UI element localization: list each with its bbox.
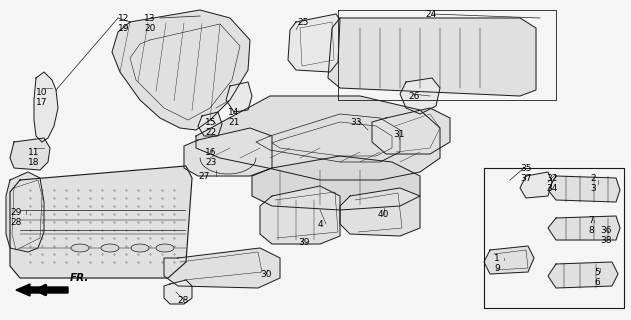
FancyArrow shape: [16, 284, 68, 296]
Polygon shape: [10, 166, 192, 278]
Text: 12
19: 12 19: [118, 14, 129, 33]
Polygon shape: [226, 82, 252, 112]
Polygon shape: [484, 246, 534, 274]
Text: 24: 24: [425, 10, 436, 19]
Polygon shape: [548, 216, 620, 240]
Text: 16
23: 16 23: [205, 148, 216, 167]
Polygon shape: [400, 78, 440, 114]
Ellipse shape: [101, 244, 119, 252]
Text: 28: 28: [177, 296, 189, 305]
Polygon shape: [548, 262, 618, 288]
Text: 4: 4: [318, 220, 324, 229]
Polygon shape: [328, 18, 536, 96]
Text: 32
34: 32 34: [546, 174, 557, 193]
Polygon shape: [198, 112, 222, 136]
Polygon shape: [164, 280, 192, 304]
Text: 25: 25: [297, 18, 309, 27]
Text: 33: 33: [350, 118, 362, 127]
Polygon shape: [260, 186, 340, 244]
Polygon shape: [34, 72, 58, 142]
Text: 11
18: 11 18: [28, 148, 40, 167]
Polygon shape: [548, 176, 620, 202]
Text: 13
20: 13 20: [144, 14, 155, 33]
Polygon shape: [164, 248, 280, 288]
Text: 27: 27: [198, 172, 209, 181]
Text: 10
17: 10 17: [36, 88, 47, 107]
Polygon shape: [10, 138, 50, 170]
Polygon shape: [112, 10, 250, 130]
Polygon shape: [252, 156, 420, 210]
Text: 36
38: 36 38: [600, 226, 611, 245]
Text: 2
3: 2 3: [590, 174, 596, 193]
Text: 15
22: 15 22: [205, 118, 216, 137]
Text: 5
6: 5 6: [594, 268, 599, 287]
Polygon shape: [288, 14, 340, 72]
Ellipse shape: [131, 244, 149, 252]
Polygon shape: [340, 188, 420, 236]
Text: 26: 26: [408, 92, 420, 101]
Polygon shape: [372, 108, 450, 154]
Polygon shape: [520, 172, 552, 198]
Text: 31: 31: [393, 130, 404, 139]
Text: 39: 39: [298, 238, 309, 247]
Ellipse shape: [71, 244, 89, 252]
Text: 14
21: 14 21: [228, 108, 239, 127]
Text: 30: 30: [260, 270, 271, 279]
Text: 35
37: 35 37: [520, 164, 531, 183]
Text: 7
8: 7 8: [588, 216, 594, 235]
Text: 1
9: 1 9: [494, 254, 500, 273]
Text: 40: 40: [378, 210, 389, 219]
Ellipse shape: [156, 244, 174, 252]
Text: 29
28: 29 28: [10, 208, 21, 227]
Polygon shape: [184, 128, 272, 176]
Text: FR.: FR.: [70, 273, 90, 283]
Polygon shape: [196, 96, 440, 180]
Polygon shape: [6, 172, 44, 252]
